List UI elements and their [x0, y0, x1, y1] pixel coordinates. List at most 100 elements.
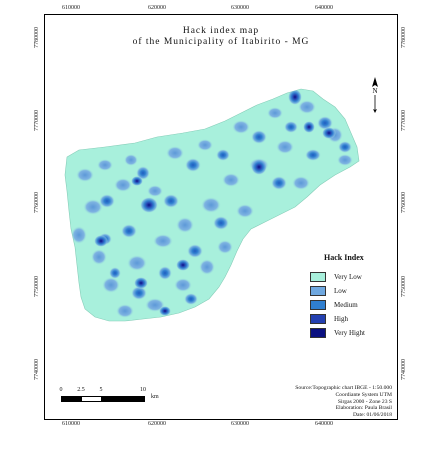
y-tick-right-7750000: 7750000: [401, 276, 407, 297]
legend-item-medium: Medium: [310, 298, 390, 312]
hotspot-medium: [305, 149, 321, 161]
hotspot-low: [166, 146, 184, 160]
x-tick-top-620000: 620000: [148, 5, 166, 11]
legend-swatch-very-low: [310, 272, 326, 282]
hotspot-low: [91, 249, 107, 265]
legend-swatch-very-high: [310, 328, 326, 338]
map-credits: Source:Topographic chart IBGE - 1:50.000…: [295, 385, 392, 419]
hotspot-medium: [271, 176, 287, 190]
hotspot-medium: [338, 141, 352, 153]
hotspot-medium: [251, 130, 267, 144]
hotspot-low: [97, 159, 113, 171]
hotspot-high: [159, 306, 171, 316]
hotspot-low: [147, 185, 163, 197]
credit-author: Elaboration: Paula Brasil: [335, 405, 392, 412]
scale-label-5: 5: [99, 387, 103, 393]
hotspot-medium: [109, 267, 121, 279]
scale-label-10: 10: [140, 387, 146, 393]
y-tick-left-7770000: 7770000: [34, 110, 40, 131]
hotspot-high: [94, 235, 108, 247]
y-tick-right-7740000: 7740000: [401, 359, 407, 380]
hotspot-medium: [185, 158, 201, 172]
hotspot-high: [322, 127, 336, 139]
credit-coordinate-system: Coordiante System UTM: [335, 391, 392, 398]
scale-label-0: 0: [59, 387, 63, 393]
hotspot-low: [232, 120, 250, 134]
hotspot-low: [292, 176, 310, 190]
legend: Hack Index Very Low Low Medium High Very…: [310, 253, 390, 340]
credit-date: Date: 01/06/2018: [353, 412, 392, 419]
legend-title: Hack Index: [324, 253, 364, 262]
hotspot-low: [199, 259, 215, 275]
hotspot-low: [76, 168, 94, 182]
x-tick-top-630000: 630000: [231, 5, 249, 11]
hotspot-high: [251, 159, 267, 175]
legend-item-high: High: [310, 312, 390, 326]
y-tick-left-7750000: 7750000: [34, 276, 40, 297]
scale-segment: [101, 396, 145, 402]
hotspot-low: [276, 140, 294, 154]
hotspot-low: [337, 154, 353, 166]
scale-segment: [61, 396, 83, 402]
hotspot-medium: [216, 149, 230, 161]
x-tick-bottom-630000: 630000: [231, 421, 249, 427]
legend-swatch-high: [310, 314, 326, 324]
hotspot-high: [176, 259, 190, 271]
hotspot-low: [217, 240, 233, 254]
hotspot-low: [267, 107, 283, 119]
hotspot-low: [176, 217, 194, 233]
hotspot-low: [222, 173, 240, 187]
x-tick-top-610000: 610000: [62, 5, 80, 11]
y-tick-right-7760000: 7760000: [401, 192, 407, 213]
map-title: Hack index map: [182, 26, 260, 36]
x-tick-bottom-610000: 610000: [62, 421, 80, 427]
hotspot-high: [131, 176, 143, 186]
hotspot-low: [153, 234, 173, 248]
hotspot-medium: [213, 216, 229, 230]
hotspot-medium: [284, 121, 298, 133]
hotspot-medium: [121, 224, 137, 238]
hotspot-medium: [99, 194, 115, 208]
x-tick-bottom-620000: 620000: [148, 421, 166, 427]
credit-datum: Sirgas 2000 - Zone 23 S: [337, 398, 392, 405]
y-tick-left-7780000: 7780000: [34, 27, 40, 48]
hotspot-low: [197, 139, 213, 151]
legend-item-low: Low: [310, 284, 390, 298]
legend-item-very-high: Very Hight: [310, 326, 390, 340]
y-tick-left-7760000: 7760000: [34, 192, 40, 213]
legend-label: Low: [334, 287, 347, 295]
legend-label: High: [334, 315, 348, 323]
hotspot-low: [236, 204, 254, 218]
legend-label: Medium: [334, 301, 358, 309]
scale-bar: 0 2.5 5 10 km: [59, 387, 189, 411]
hotspot-high: [134, 277, 148, 289]
hotspot-low: [174, 278, 192, 292]
hotspot-high: [303, 121, 315, 133]
hotspot-low: [127, 255, 147, 271]
hotspot-medium: [187, 244, 203, 258]
legend-swatch-low: [310, 286, 326, 296]
hotspot-low: [71, 226, 87, 244]
north-label: N: [372, 87, 377, 95]
y-tick-right-7780000: 7780000: [401, 27, 407, 48]
x-tick-bottom-640000: 640000: [315, 421, 333, 427]
scale-unit: km: [151, 394, 159, 400]
hotspot-high: [140, 197, 158, 213]
hack-index-hotspots: [71, 89, 353, 318]
municipality-map: [64, 88, 360, 322]
hotspot-low: [102, 277, 120, 293]
hotspot-medium: [131, 286, 147, 300]
y-tick-left-7740000: 7740000: [34, 359, 40, 380]
hotspot-medium: [158, 266, 172, 280]
legend-item-very-low: Very Low: [310, 270, 390, 284]
legend-swatch-medium: [310, 300, 326, 310]
scale-label-2-5: 2.5: [77, 387, 85, 393]
hotspot-low: [83, 199, 103, 215]
north-arrow-icon: N: [372, 77, 378, 113]
hotspot-very-high: [288, 89, 302, 105]
map-subtitle: of the Municipality of Itabirito - MG: [132, 37, 310, 47]
hotspot-medium: [184, 293, 198, 305]
hotspot-low: [124, 154, 138, 166]
hotspot-low: [114, 178, 132, 192]
